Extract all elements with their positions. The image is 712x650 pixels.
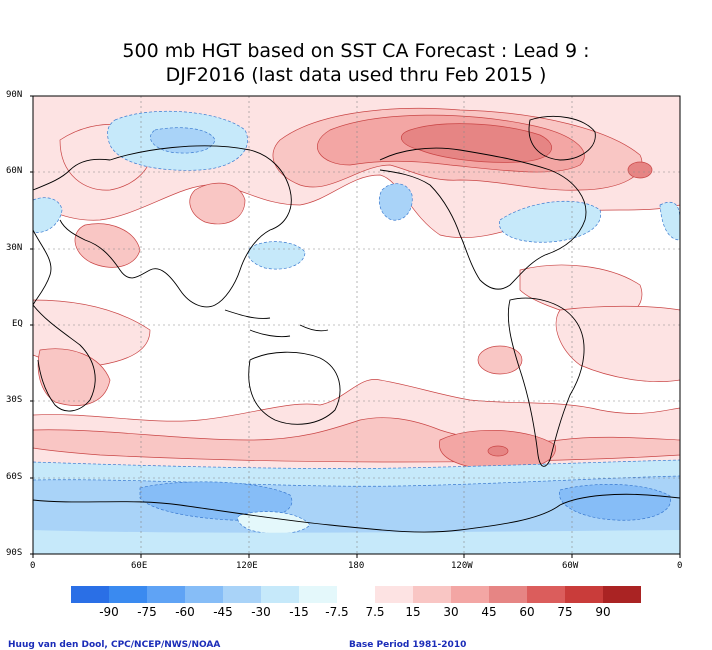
lon-label-60w: 60W (562, 561, 579, 571)
colorbar-label: 60 (519, 605, 535, 619)
map-title-line1: 500 mb HGT based on SST CA Forecast : Le… (122, 40, 590, 62)
colorbar-swatch (71, 586, 109, 603)
north-pacific-negative (378, 183, 413, 221)
polar-low-bottom (33, 530, 680, 554)
map-gridlines (33, 96, 680, 554)
colorbar-label: -90 (99, 605, 119, 619)
colorbar-label: -75 (137, 605, 157, 619)
asia-coast (59, 145, 292, 308)
colorbar-label: 75 (557, 605, 573, 619)
europe-africa-coast (33, 158, 111, 412)
antarctica-coast (33, 493, 680, 533)
colorbar-label: -7.5 (325, 605, 349, 619)
lat-label-90s: 90S (6, 548, 23, 558)
colorbar-label: -15 (289, 605, 309, 619)
colorbar-label: 15 (405, 605, 421, 619)
axis-ticks (30, 95, 681, 558)
colorbar-label: -45 (213, 605, 233, 619)
colorbar-label: 7.5 (365, 605, 385, 619)
colorbar-swatch (261, 586, 299, 603)
lat-label-30s: 30S (6, 395, 23, 405)
colorbar-swatch (299, 586, 337, 603)
lat-label-60s: 60S (6, 472, 23, 482)
west-pacific-negative (247, 241, 306, 270)
greenland-coast (528, 115, 596, 161)
lat-label-30n: 30N (6, 243, 23, 253)
west-asia-positive (74, 223, 141, 268)
lat-label-90n: 90N (6, 90, 23, 100)
colorbar-swatch (603, 586, 641, 603)
europe-negative (33, 197, 63, 233)
lat-label-60n: 60N (6, 166, 23, 176)
coastlines (33, 115, 680, 533)
east-atlantic-negative (659, 201, 680, 241)
colorbar-label: 30 (443, 605, 459, 619)
colorbar (71, 586, 641, 603)
colorbar-swatch (223, 586, 261, 603)
lon-label-60e: 60E (131, 561, 148, 571)
colorbar-swatch (375, 586, 413, 603)
colorbar-label: -60 (175, 605, 195, 619)
lon-label-120e: 120E (236, 561, 258, 571)
colorbar-label: 90 (595, 605, 611, 619)
credit-left: Huug van den Dool, CPC/NCEP/NWS/NOAA (8, 640, 221, 650)
maritime-continent (224, 309, 329, 338)
lat-label-eq: EQ (12, 319, 23, 329)
south-pacific-peak (487, 445, 509, 457)
colorbar-swatch (451, 586, 489, 603)
colorbar-swatch (337, 586, 375, 603)
colorbar-swatch (489, 586, 527, 603)
colorbar-swatch (413, 586, 451, 603)
map-title-line2: DJF2016 (last data used thru Feb 2015 ) (165, 64, 547, 86)
colorbar-swatch (185, 586, 223, 603)
antarctic-negative-b (559, 484, 671, 521)
colorbar-swatch (527, 586, 565, 603)
lon-label-180: 180 (348, 561, 365, 571)
colorbar-swatch (147, 586, 185, 603)
lon-label-120w: 120W (451, 561, 473, 571)
colorbar-swatch (109, 586, 147, 603)
australia-coast (248, 351, 341, 425)
lon-label-0-right: 0 (677, 561, 683, 571)
colorbar-label: -30 (251, 605, 271, 619)
nh-positive-peak (400, 123, 552, 163)
credit-right: Base Period 1981-2010 (349, 640, 467, 650)
south-america-coast (507, 297, 585, 467)
lon-label-0-left: 0 (30, 561, 36, 571)
pacific-nw-positive (627, 161, 653, 179)
siberia-negative-core (150, 127, 216, 154)
colorbar-label: 45 (481, 605, 497, 619)
eurasia-positive (189, 182, 246, 225)
north-america-coast (379, 147, 587, 290)
antarctic-negative-a (139, 481, 293, 521)
colorbar-swatch (565, 586, 603, 603)
east-pacific-small-positive (477, 345, 523, 375)
atlantic-negative (499, 200, 601, 243)
